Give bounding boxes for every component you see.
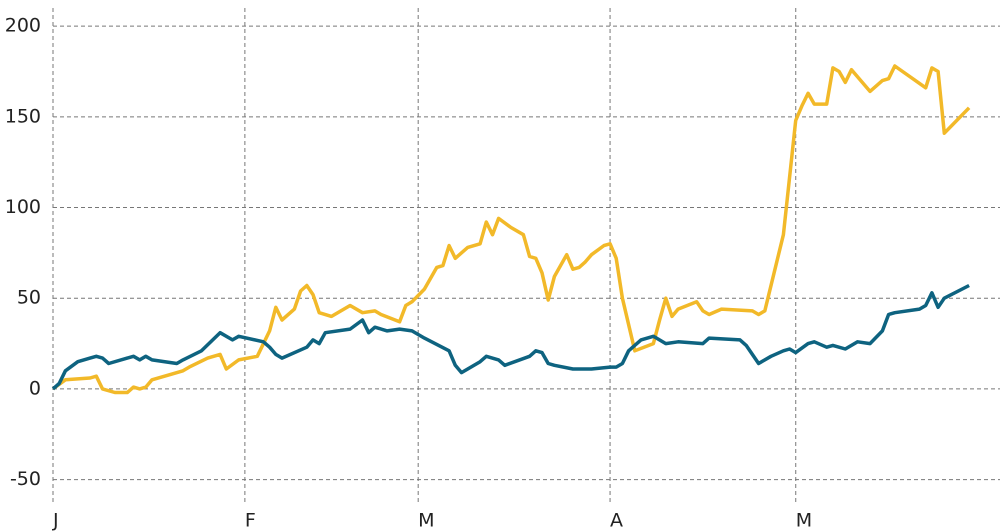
series-line	[51, 283, 970, 391]
x-tick-label: M	[418, 510, 434, 532]
y-tick-label: 0	[29, 377, 41, 399]
x-tick-label: J	[52, 510, 59, 532]
x-tick-label: A	[610, 510, 623, 532]
y-tick-label: -50	[10, 468, 41, 490]
series-line	[51, 64, 971, 395]
x-tick-label: F	[245, 510, 256, 532]
y-tick-label: 150	[5, 105, 41, 127]
y-tick-label: 50	[17, 287, 41, 309]
x-tick-label: M	[796, 510, 812, 532]
y-tick-label: 200	[5, 15, 41, 37]
y-tick-label: 100	[5, 196, 41, 218]
